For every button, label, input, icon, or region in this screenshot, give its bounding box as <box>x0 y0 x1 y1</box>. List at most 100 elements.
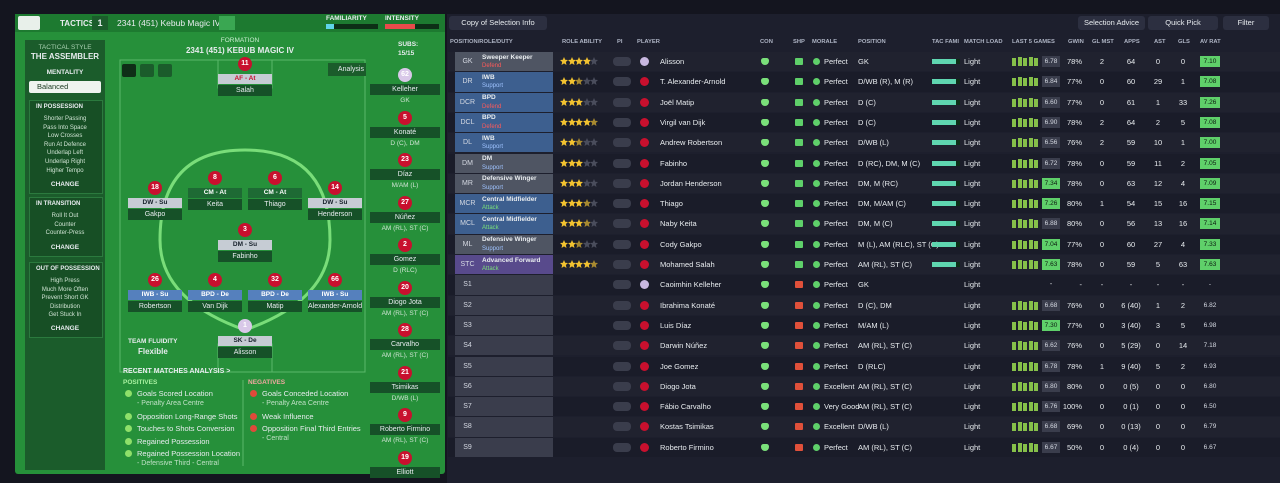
pi-icon[interactable] <box>613 117 631 127</box>
copy-selection[interactable]: Copy of Selection Info <box>449 16 547 30</box>
add-tactic[interactable] <box>219 16 235 30</box>
sub-shirt[interactable]: 23 <box>398 153 412 167</box>
sub-shirt[interactable]: 62 <box>398 68 412 82</box>
sub-shirt[interactable]: 27 <box>398 195 412 210</box>
role-box[interactable]: CM - At <box>188 188 242 198</box>
player-name[interactable]: Keita <box>188 199 242 210</box>
pi-icon[interactable] <box>613 158 631 168</box>
column-header[interactable]: POSITION <box>858 39 886 45</box>
analysis-button[interactable]: Analysis <box>328 63 366 76</box>
view-icon[interactable] <box>140 64 154 77</box>
shirt[interactable]: 26 <box>148 273 162 287</box>
player-name[interactable]: T. Alexander-Arnold <box>660 77 726 87</box>
role-box[interactable]: DM - Su <box>218 240 272 250</box>
sub-name[interactable]: Núñez <box>370 211 440 223</box>
sub-shirt[interactable]: 9 <box>398 408 412 422</box>
sub-name[interactable]: Kelleher <box>370 84 440 95</box>
pi-icon[interactable] <box>613 97 631 107</box>
pi-icon[interactable] <box>613 178 631 188</box>
player-name[interactable]: Alisson <box>660 57 685 66</box>
pi-icon[interactable] <box>613 219 631 229</box>
sub-shirt[interactable]: 5 <box>398 110 412 125</box>
shirt[interactable]: 1 <box>238 319 252 333</box>
shirt[interactable]: 66 <box>328 273 342 287</box>
player-name[interactable]: Caoimhin Kelleher <box>660 280 722 290</box>
player-name[interactable]: Fabinho <box>218 251 272 262</box>
column-header[interactable]: POSITION/ROLE/DUTY <box>450 39 513 45</box>
role-box[interactable]: AF - At <box>218 74 272 84</box>
player-name[interactable]: Fábio Carvalho <box>660 402 711 412</box>
column-header[interactable]: TAC FAMI <box>932 39 959 45</box>
player-name[interactable]: Joël Matip <box>660 97 695 107</box>
sub-name[interactable]: Tsimikas <box>370 381 440 393</box>
column-header[interactable]: MORALE <box>812 39 838 45</box>
player-name[interactable]: Mohamed Salah <box>660 260 715 269</box>
pi-icon[interactable] <box>613 442 631 452</box>
mentality-select[interactable]: Balanced <box>29 81 101 93</box>
column-header[interactable]: GL MST <box>1092 39 1114 45</box>
shirt[interactable]: 32 <box>268 273 282 287</box>
shirt[interactable]: 11 <box>238 57 252 71</box>
pi-icon[interactable] <box>613 402 631 412</box>
pi-icon[interactable] <box>613 300 631 310</box>
pi-icon[interactable] <box>613 199 631 209</box>
sub-shirt[interactable]: 19 <box>398 450 412 465</box>
change-button[interactable]: CHANGE <box>50 325 80 332</box>
sub-name[interactable]: Elliott <box>370 466 440 478</box>
column-header[interactable]: APPS <box>1124 39 1140 45</box>
selection-advice[interactable]: Selection Advice <box>1078 16 1145 30</box>
shirt[interactable]: 18 <box>148 181 162 195</box>
player-name[interactable]: Van Dijk <box>188 301 242 312</box>
player-name[interactable]: Jordan Henderson <box>660 178 722 188</box>
column-header[interactable]: CON <box>760 39 773 45</box>
filter[interactable]: Filter <box>1223 16 1269 30</box>
pi-icon[interactable] <box>613 422 631 432</box>
sub-name[interactable]: Díaz <box>370 169 440 180</box>
shirt[interactable]: 6 <box>268 171 282 185</box>
tactic-name[interactable]: 2341 (451) Kebub Magic IV <box>117 18 221 28</box>
column-header[interactable]: LAST 5 GAMES <box>1012 39 1055 45</box>
pi-icon[interactable] <box>613 381 631 391</box>
column-header[interactable]: GWIN <box>1068 39 1084 45</box>
player-name[interactable]: Kostas Tsimikas <box>660 422 714 432</box>
sub-shirt[interactable]: 2 <box>398 238 412 252</box>
analysis-title[interactable]: RECENT MATCHES ANALYSIS > <box>123 368 231 375</box>
column-header[interactable]: SHP <box>793 39 805 45</box>
shirt[interactable]: 14 <box>328 181 342 195</box>
column-header[interactable]: ROLE ABILITY <box>562 39 603 45</box>
column-header[interactable]: AV RAT <box>1200 39 1221 45</box>
player-name[interactable]: Alexander-Arnold <box>308 301 362 312</box>
player-name[interactable]: Andrew Robertson <box>660 138 723 148</box>
role-box[interactable]: IWB - Su <box>308 290 362 300</box>
player-name[interactable]: Fabinho <box>660 158 688 168</box>
player-name[interactable]: Joe Gomez <box>660 361 699 371</box>
view-icon[interactable] <box>158 64 172 77</box>
player-name[interactable]: Naby Keita <box>660 219 697 229</box>
sub-name[interactable]: Konaté <box>370 126 440 138</box>
player-name[interactable]: Henderson <box>308 209 362 220</box>
sub-shirt[interactable]: 20 <box>398 280 412 295</box>
column-header[interactable]: PI <box>617 39 623 45</box>
pi-icon[interactable] <box>613 280 631 290</box>
view-icon[interactable] <box>122 64 136 77</box>
sub-name[interactable]: Roberto Firmino <box>370 424 440 435</box>
shirt[interactable]: 8 <box>208 171 222 185</box>
player-name[interactable]: Ibrahima Konaté <box>660 300 716 310</box>
player-name[interactable]: Diogo Jota <box>660 381 696 391</box>
role-box[interactable]: CM - At <box>248 188 302 198</box>
player-name[interactable]: Darwin Núñez <box>660 341 708 351</box>
sub-name[interactable]: Diogo Jota <box>370 296 440 308</box>
pi-icon[interactable] <box>613 341 631 351</box>
slot-box[interactable]: 1 <box>92 16 108 30</box>
player-name[interactable]: Thiago <box>248 199 302 210</box>
change-button[interactable]: CHANGE <box>50 244 80 251</box>
shirt[interactable]: 3 <box>238 223 252 237</box>
player-name[interactable]: Roberto Firmino <box>660 442 714 452</box>
player-name[interactable]: Cody Gakpo <box>660 239 702 249</box>
player-name[interactable]: Virgil van Dijk <box>660 117 706 127</box>
player-name[interactable]: Luis Díaz <box>660 320 692 330</box>
role-box[interactable]: IWB - Su <box>128 290 182 300</box>
column-header[interactable]: MATCH LOAD <box>964 39 1003 45</box>
column-header[interactable]: GLS <box>1178 39 1190 45</box>
sub-name[interactable]: Carvalho <box>370 339 440 350</box>
